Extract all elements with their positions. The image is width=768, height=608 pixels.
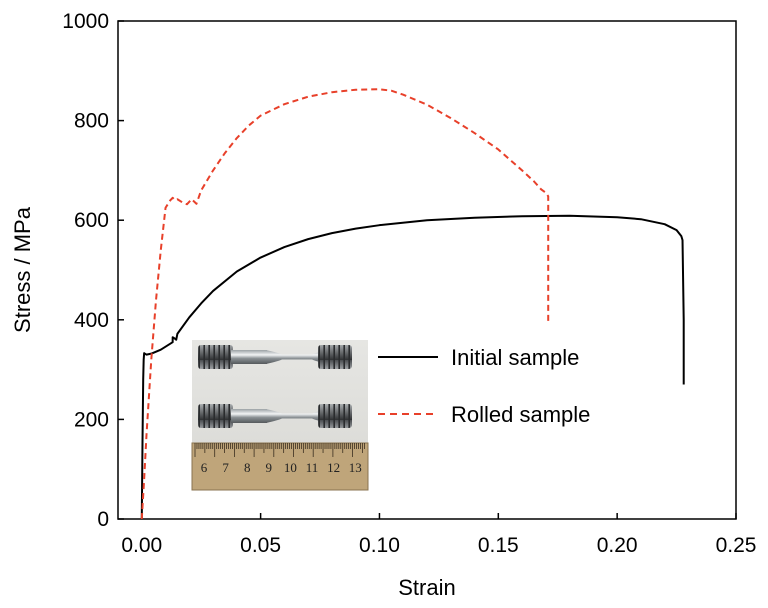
legend-label-rolled: Rolled sample [451,402,590,427]
x-tick-label: 0.10 [359,534,400,557]
inset-photo: 6 7 8 9 10 11 12 13 [191,340,369,491]
legend-label-initial: Initial sample [451,345,579,370]
x-tick-label: 0.25 [716,534,757,557]
ruler-number: 8 [244,460,251,475]
x-tick-label: 0.15 [478,534,519,557]
x-tick-label: 0.20 [597,534,638,557]
y-tick-label: 400 [74,309,109,332]
ruler: 6 7 8 9 10 11 12 13 [191,442,369,491]
series-layer [140,88,685,520]
x-axis: 0.00 0.05 0.10 0.15 0.20 0.25 [121,513,756,557]
tensile-specimen-1 [198,345,352,369]
y-tick-label: 600 [74,209,109,232]
ruler-number: 11 [306,460,319,475]
x-tick-label: 0.05 [240,534,281,557]
plot-frame [117,20,737,520]
ruler-number: 9 [266,460,273,475]
legend: Initial sample Rolled sample [378,345,590,427]
y-tick-label: 0 [97,508,109,531]
x-tick-label: 0.00 [121,534,162,557]
ruler-number: 6 [201,460,208,475]
y-tick-label: 800 [74,110,109,133]
x-axis-title: Strain [398,575,455,600]
y-axis-title: Stress / MPa [10,206,35,333]
series-line-rolled-sample [140,88,550,520]
y-tick-label: 1000 [62,10,109,33]
y-axis: 0 200 400 600 800 1000 [62,10,124,531]
ruler-number: 13 [349,460,362,475]
ruler-number: 7 [222,460,229,475]
y-tick-label: 200 [74,408,109,431]
tensile-specimen-2 [198,404,352,428]
ruler-number: 10 [284,460,297,475]
ruler-number: 12 [327,460,340,475]
